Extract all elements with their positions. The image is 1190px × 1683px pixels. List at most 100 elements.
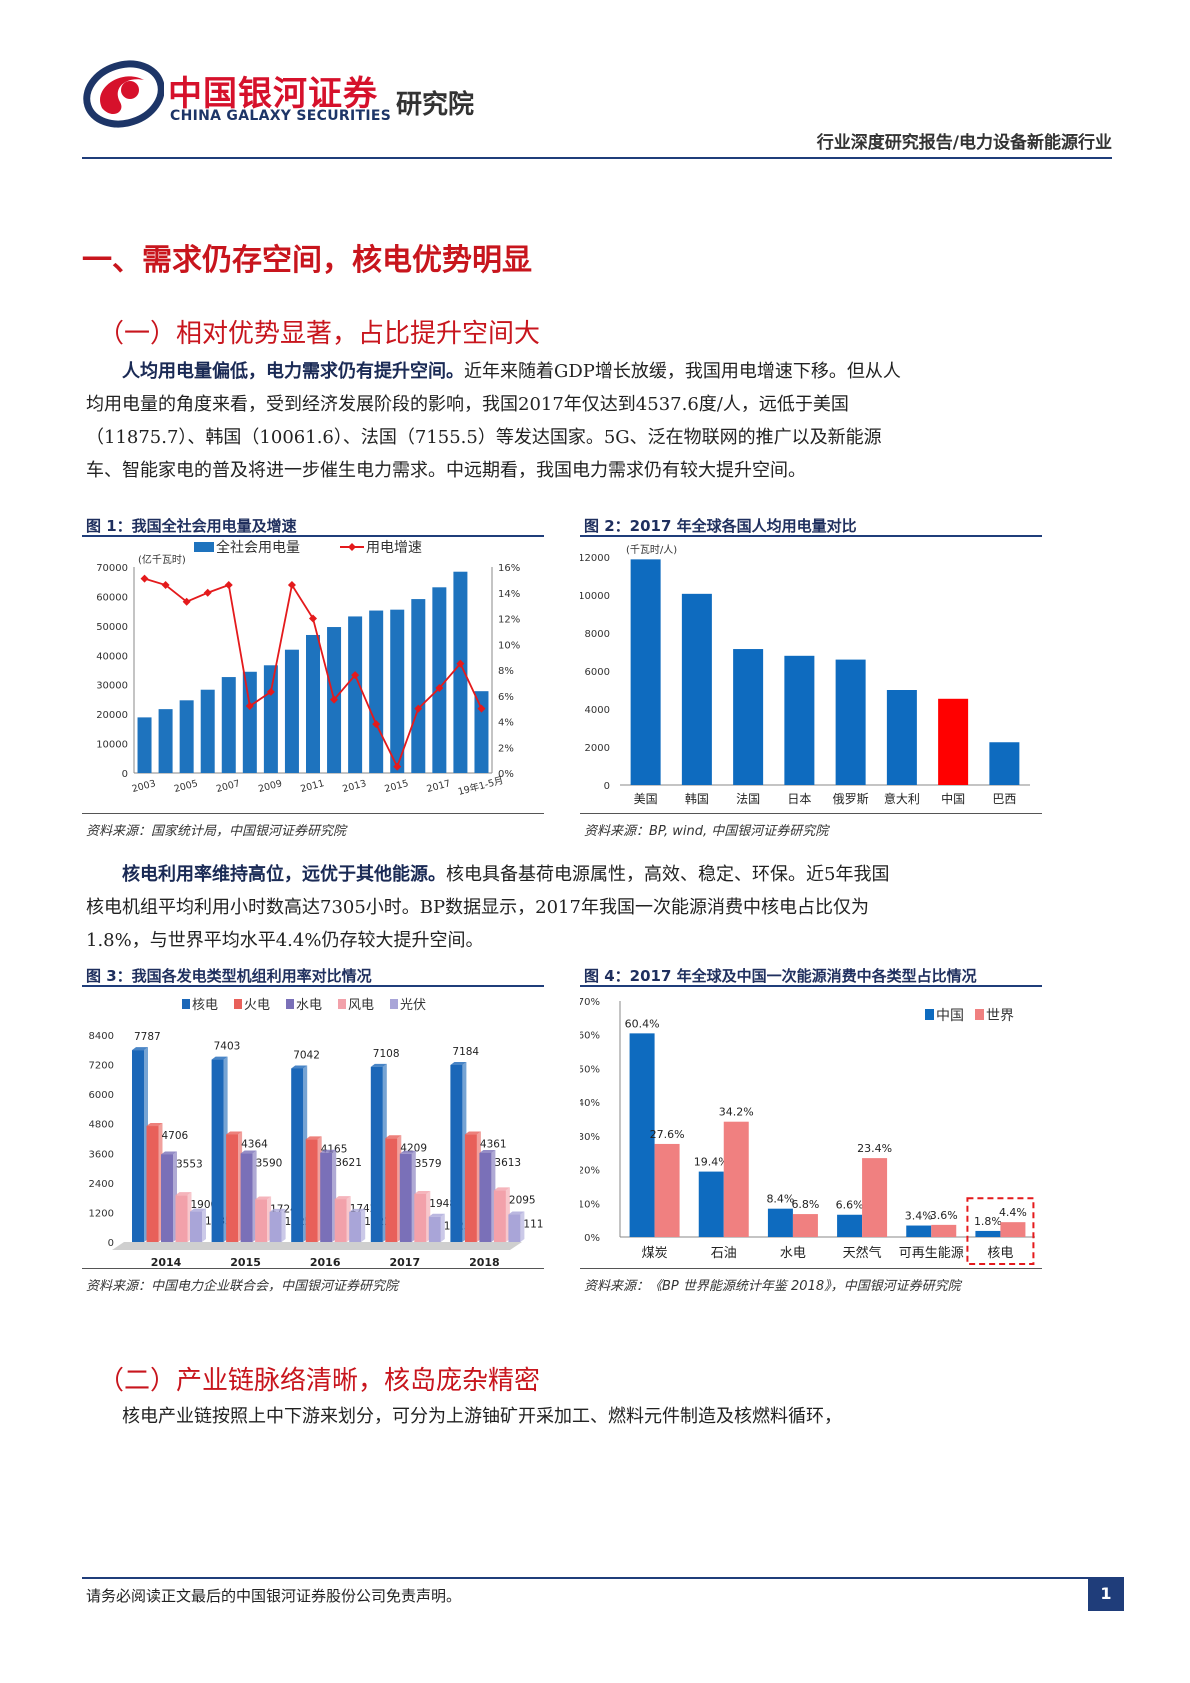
data-label: 3613 [494,1157,521,1169]
x-tick-label: 2015 [383,778,409,795]
data-label: 4706 [162,1130,189,1142]
legend-label: 中国 [936,1008,964,1024]
bar-electricity-consumption [369,610,384,773]
y-tick-left: 70000 [96,563,128,574]
data-label: 3579 [415,1158,442,1170]
bar-水电 [399,1153,412,1242]
point-growth-rate [372,720,381,729]
highlight-box-nuclear [966,1197,1035,1266]
legend-label: 光伏 [400,998,426,1013]
y-tick: 8400 [89,1031,114,1042]
bar-electricity-consumption [158,709,173,773]
bar-top-核电 [370,1063,387,1067]
bar-top-风电 [255,1196,272,1200]
y-tick: 6000 [585,667,610,678]
x-tick-label: 可再生能源 [899,1246,964,1261]
point-growth-rate [245,702,254,711]
point-growth-rate [161,581,170,590]
section-title: 一、需求仍存空间，核电优势明显 [82,243,532,278]
y-tick: 4800 [89,1120,114,1131]
figure-3-bottom-rule [82,1268,544,1269]
figure-4-source: 资料来源：《BP 世界能源统计年鉴 2018》，中国银河证券研究院 [584,1279,961,1294]
bar-top-光伏 [508,1211,525,1215]
paragraph-3: 核电产业链按照上中下游来划分，可分为上游铀矿开采加工、燃料元件制造及核燃料循环， [122,1406,842,1427]
y-tick-right: 16% [498,563,520,574]
y-tick-left: 60000 [96,592,128,603]
x-tick-label: 核电 [987,1246,1013,1261]
y-tick: 12000 [580,553,610,564]
bar-风电 [255,1199,268,1242]
bar-electricity-consumption [200,689,215,773]
y-tick-left: 40000 [96,651,128,662]
y-tick: 10% [580,1199,600,1210]
bar-中国-天然气 [837,1214,863,1237]
bar-top-水电 [479,1149,496,1153]
data-label: 23.4% [857,1142,892,1155]
y-tick: 20% [580,1166,600,1177]
bar-水电 [161,1154,173,1242]
x-tick-label: 中国 [941,791,965,806]
point-growth-rate [224,581,233,590]
paragraph-1-lead: 人均用电量偏低，电力需求仍有提升空间。 [122,361,464,382]
point-growth-rate [182,597,191,606]
x-tick-label: 2003 [131,778,157,795]
bar-火电 [146,1126,159,1242]
figure-3-top-rule [82,985,544,987]
legend-label-bar: 全社会用电量 [216,539,300,556]
point-growth-rate [435,684,444,693]
point-growth-rate [203,588,212,597]
bar-top-光伏 [190,1208,206,1212]
y-tick-left: 0 [122,769,128,780]
paragraph-2-lead: 核电利用率维持高位，远优于其他能源。 [122,864,446,885]
bar-electricity-consumption [453,571,468,773]
y-tick: 6000 [89,1090,114,1101]
x-tick-label: 俄罗斯 [833,792,869,806]
x-tick-label: 法国 [736,792,760,806]
bar-风电 [175,1195,188,1242]
x-tick-label: 2014 [151,1256,182,1267]
point-growth-rate [309,614,317,623]
y-tick-right: 2% [498,743,514,754]
bar-electricity-consumption [432,587,447,773]
x-tick-label: 意大利 [884,791,920,806]
figure-4-bottom-rule [580,1268,1042,1269]
bar-electricity-consumption [179,700,194,773]
y-axis-unit-label: (亿千瓦时) [138,553,186,566]
bar-核电 [211,1059,224,1242]
y-tick: 60% [580,1031,600,1042]
subsection-title-1: （一）相对优势显著，占比提升空间大 [98,319,541,349]
logo-chinese-name: 中国银河证券 [168,74,378,114]
legend-swatch-bar [194,542,214,552]
bar-韩国 [681,593,712,785]
bar-top-火电 [305,1136,322,1140]
logo [82,58,502,128]
y-tick: 7200 [89,1061,114,1072]
data-label: 8.4% [766,1193,794,1206]
y-tick-right: 12% [498,615,520,626]
bar-top-水电 [240,1150,257,1154]
figure-2-top-rule [580,535,1042,537]
bar-side-光伏 [520,1211,525,1242]
bar-electricity-consumption [348,616,363,773]
legend-swatch [234,999,242,1009]
bar-top-核电 [132,1047,148,1051]
bar-top-光伏 [349,1208,366,1212]
y-tick: 8000 [585,629,610,640]
bar-top-火电 [464,1131,481,1135]
figure-3-source: 资料来源：中国电力企业联合会，中国银河证券研究院 [86,1279,399,1294]
bar-top-火电 [385,1135,402,1139]
bar-意大利 [886,690,917,785]
data-label: 3.4% [905,1210,933,1223]
paragraph-1-body: 近年来随着GDP增长放缓，我国用电增速下移。但从人均用电量的角度来看，受到经济发… [86,361,901,481]
y-tick-left: 50000 [96,622,128,633]
bar-世界-水电 [792,1214,818,1237]
bar-top-风电 [334,1196,351,1200]
bar-electricity-consumption [390,609,405,773]
subsection-title-2: （二）产业链脉络清晰，核岛庞杂精密 [98,1366,541,1396]
bar-光伏 [269,1211,282,1242]
bar-水电 [479,1152,492,1242]
bar-水电 [320,1152,333,1242]
bar-top-水电 [399,1150,416,1154]
bar-中国-石油 [698,1171,724,1237]
x-tick-label: 2005 [173,778,199,795]
